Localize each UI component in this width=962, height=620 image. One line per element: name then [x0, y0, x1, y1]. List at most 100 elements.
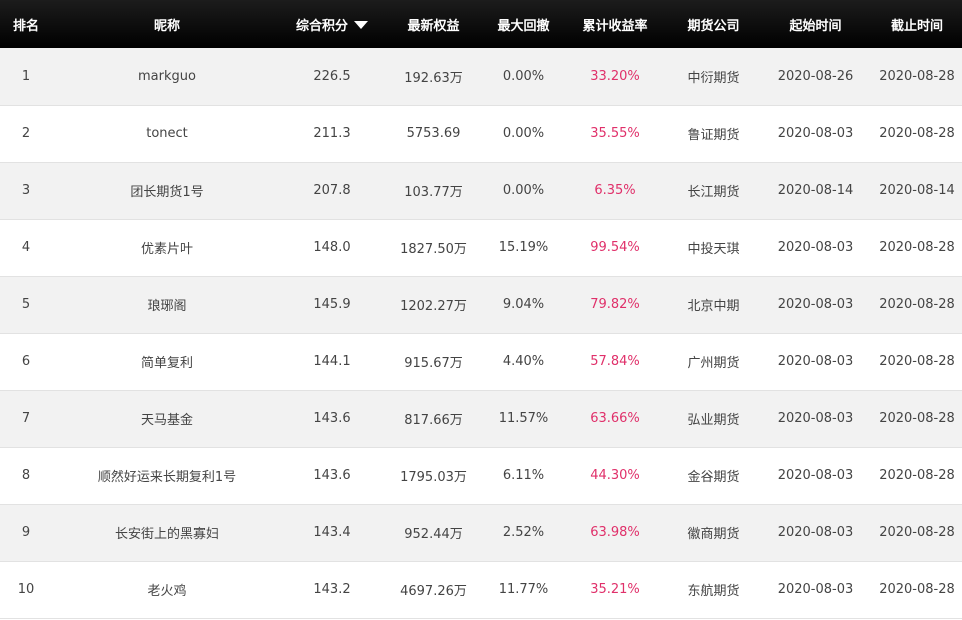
return-rate-cell: 57.84%	[590, 354, 640, 369]
rank-cell: 2	[21, 126, 31, 141]
rank-cell: 10	[17, 582, 35, 597]
return-rate-cell: 79.82%	[590, 297, 640, 312]
drawdown-cell: 0.00%	[502, 183, 545, 198]
broker-cell: 东航期货	[687, 584, 740, 599]
equity-cell: 1202.27万	[400, 299, 467, 314]
return-rate-cell: 99.54%	[590, 240, 640, 255]
score-cell: 211.3	[313, 126, 351, 141]
header-score-sort[interactable]: 综合积分	[282, 0, 382, 48]
start-date-cell: 2020-08-03	[777, 354, 854, 369]
broker-cell: 北京中期	[687, 299, 740, 314]
nickname-cell[interactable]: 天马基金	[140, 413, 193, 428]
start-date-cell: 2020-08-03	[777, 126, 854, 141]
score-cell: 143.4	[313, 525, 351, 540]
table-row: 6 简单复利 144.1 915.67万 4.40% 57.84% 广州期货 2…	[0, 333, 962, 390]
return-rate-cell: 63.98%	[590, 525, 640, 540]
end-date-cell: 2020-08-28	[879, 354, 955, 369]
rank-cell: 5	[21, 297, 31, 312]
score-cell: 143.6	[313, 411, 351, 426]
equity-cell: 817.66万	[404, 413, 463, 428]
return-rate-cell: 6.35%	[594, 183, 636, 198]
start-date-cell: 2020-08-03	[777, 582, 854, 597]
end-date-cell: 2020-08-28	[879, 240, 955, 255]
header-rank: 排名	[12, 18, 39, 34]
broker-cell: 中衍期货	[687, 70, 740, 86]
start-date-cell: 2020-08-03	[777, 297, 854, 312]
start-date-cell: 2020-08-03	[777, 468, 854, 483]
nickname-cell[interactable]: 团长期货1号	[130, 185, 204, 200]
nickname-cell[interactable]: 长安街上的黑寡妇	[114, 527, 219, 542]
table-row: 2 tonect 211.3 5753.69 0.00% 35.55% 鲁证期货…	[0, 105, 962, 162]
rank-cell: 6	[21, 354, 31, 369]
drawdown-cell: 9.04%	[502, 297, 545, 312]
end-date-cell: 2020-08-28	[879, 468, 955, 483]
equity-cell: 5753.69	[406, 126, 461, 141]
end-date-cell: 2020-08-28	[879, 411, 955, 426]
table-row: 1 markguo 226.5 192.63万 0.00% 33.20% 中衍期…	[0, 48, 962, 105]
drawdown-cell: 11.77%	[498, 582, 549, 597]
nickname-cell[interactable]: 琅琊阁	[147, 299, 187, 314]
start-date-cell: 2020-08-14	[777, 183, 854, 198]
nickname-cell[interactable]: 简单复利	[140, 356, 193, 371]
nickname-cell[interactable]: markguo	[138, 68, 196, 84]
table-row: 9 长安街上的黑寡妇 143.4 952.44万 2.52% 63.98% 徽商…	[0, 504, 962, 561]
header-equity: 最新权益	[407, 18, 460, 34]
score-cell: 144.1	[313, 354, 351, 369]
end-date-cell: 2020-08-14	[879, 183, 955, 198]
rank-cell: 8	[21, 468, 31, 483]
nickname-cell[interactable]: tonect	[146, 126, 188, 141]
start-date-cell: 2020-08-03	[777, 240, 854, 255]
score-cell: 145.9	[313, 297, 351, 312]
rank-cell: 7	[21, 411, 31, 426]
equity-cell: 192.63万	[404, 70, 463, 86]
drawdown-cell: 11.57%	[498, 411, 549, 426]
drawdown-cell: 6.11%	[502, 468, 545, 483]
equity-cell: 4697.26万	[400, 584, 467, 599]
score-cell: 207.8	[313, 183, 351, 198]
broker-cell: 广州期货	[687, 356, 740, 371]
start-date-cell: 2020-08-26	[777, 68, 854, 84]
nickname-cell[interactable]: 顺然好运来长期复利1号	[97, 470, 237, 485]
score-cell: 226.5	[313, 68, 351, 84]
broker-cell: 弘业期货	[687, 413, 740, 428]
return-rate-cell: 44.30%	[590, 468, 640, 483]
nickname-cell[interactable]: 优素片叶	[140, 242, 193, 257]
table-row: 10 老火鸡 143.2 4697.26万 11.77% 35.21% 东航期货…	[0, 561, 962, 618]
table-row: 7 天马基金 143.6 817.66万 11.57% 63.66% 弘业期货 …	[0, 390, 962, 447]
rank-cell: 9	[21, 525, 31, 540]
equity-cell: 952.44万	[404, 527, 463, 542]
broker-cell: 中投天琪	[687, 242, 740, 257]
header-nickname: 昵称	[153, 18, 180, 34]
broker-cell: 鲁证期货	[687, 128, 740, 143]
score-cell: 148.0	[313, 240, 351, 255]
header-start-date: 起始时间	[789, 18, 842, 34]
broker-cell: 长江期货	[687, 185, 740, 200]
header-score-label: 综合积分	[295, 18, 348, 34]
rank-cell: 1	[21, 68, 31, 84]
header-end-date: 截止时间	[890, 18, 943, 34]
table-row: 3 团长期货1号 207.8 103.77万 0.00% 6.35% 长江期货 …	[0, 162, 962, 219]
equity-cell: 103.77万	[404, 185, 463, 200]
rank-cell: 4	[21, 240, 31, 255]
score-cell: 143.2	[313, 582, 351, 597]
equity-cell: 915.67万	[404, 356, 463, 371]
broker-cell: 徽商期货	[687, 527, 740, 542]
broker-cell: 金谷期货	[687, 470, 740, 485]
header-drawdown: 最大回撤	[497, 18, 550, 34]
end-date-cell: 2020-08-28	[879, 68, 955, 84]
start-date-cell: 2020-08-03	[777, 411, 854, 426]
end-date-cell: 2020-08-28	[879, 126, 955, 141]
table-header-row: 排名 昵称 综合积分 最新权益 最大回撤 累计收益率 期货公司 起始时间 截止时…	[0, 0, 962, 48]
return-rate-cell: 63.66%	[590, 411, 640, 426]
end-date-cell: 2020-08-28	[879, 297, 955, 312]
table-row: 8 顺然好运来长期复利1号 143.6 1795.03万 6.11% 44.30…	[0, 447, 962, 504]
header-return-rate: 累计收益率	[582, 18, 648, 34]
drawdown-cell: 0.00%	[502, 126, 545, 141]
sort-desc-icon[interactable]	[354, 20, 368, 29]
end-date-cell: 2020-08-28	[879, 582, 955, 597]
nickname-cell[interactable]: 老火鸡	[147, 584, 187, 599]
drawdown-cell: 2.52%	[502, 525, 545, 540]
score-cell: 143.6	[313, 468, 351, 483]
header-broker: 期货公司	[687, 18, 740, 34]
start-date-cell: 2020-08-03	[777, 525, 854, 540]
